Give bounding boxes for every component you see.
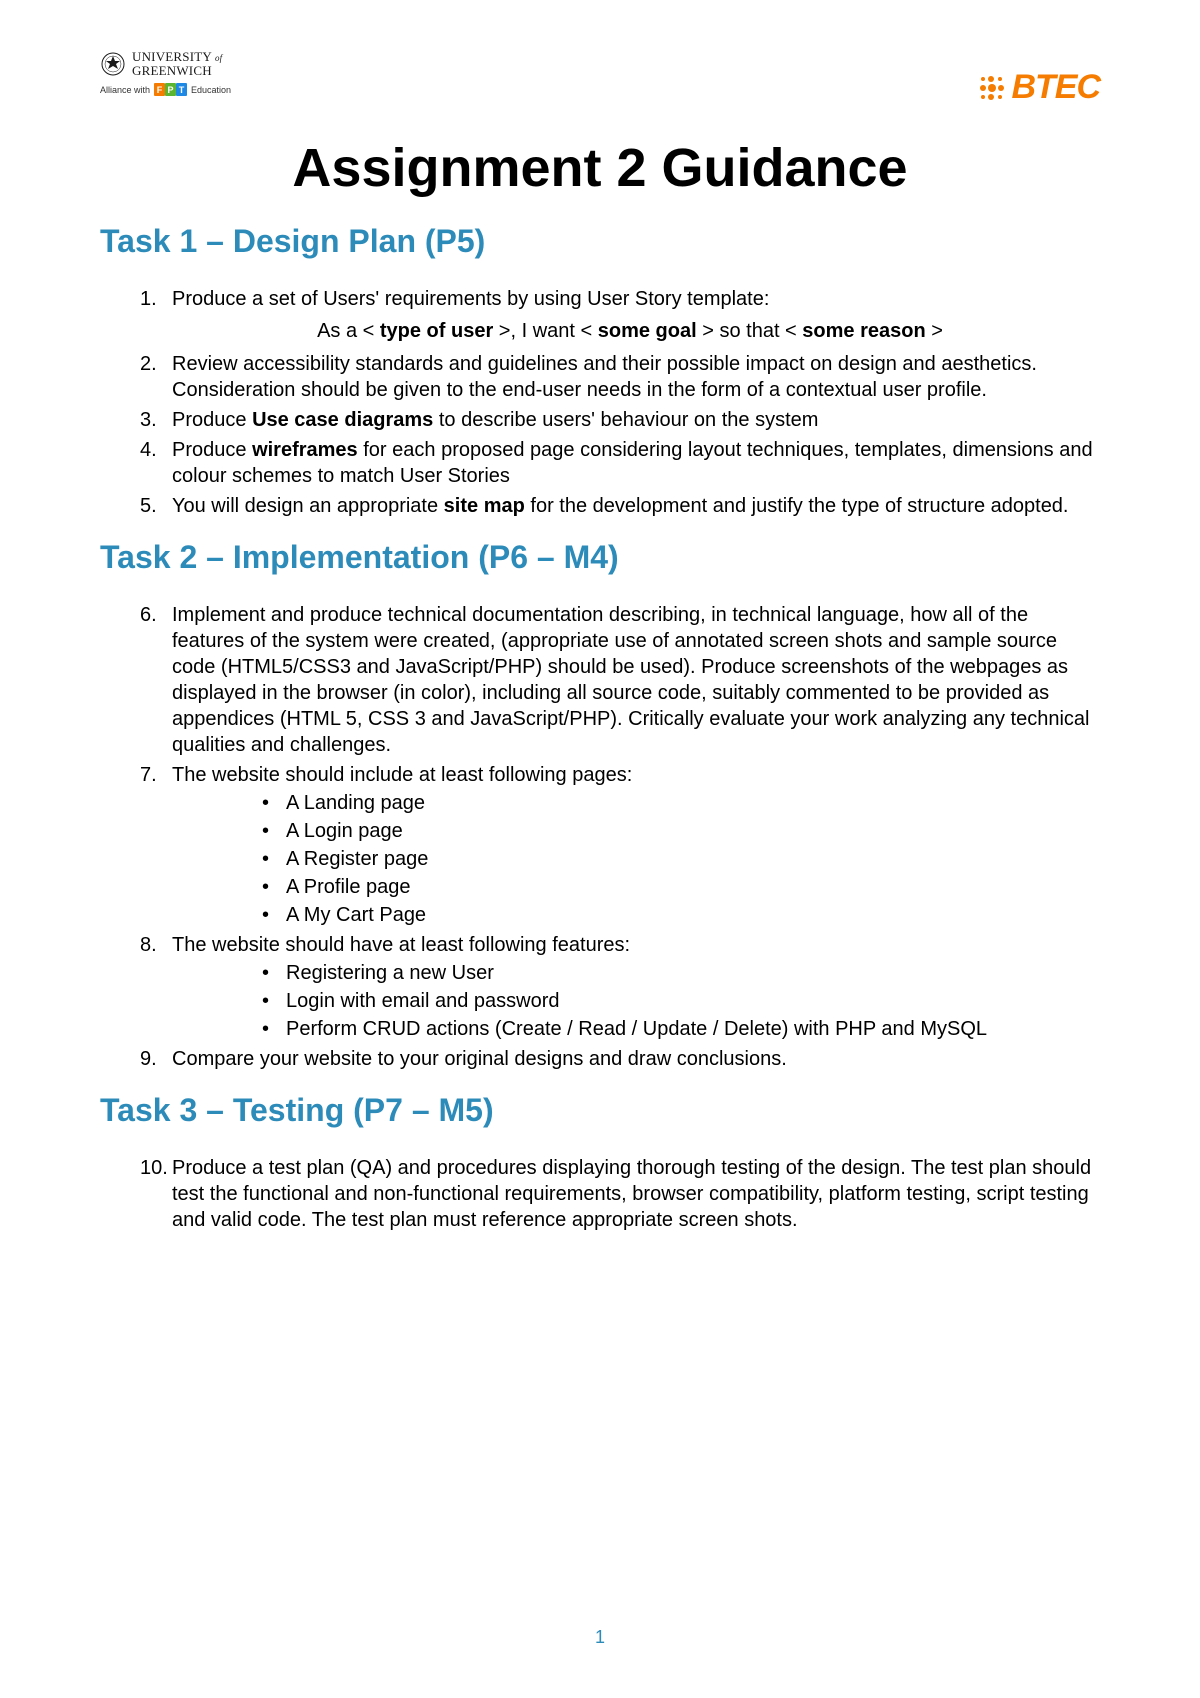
- fpt-logo-icon: F P T: [154, 83, 187, 96]
- pages-sublist: A Landing page A Login page A Register p…: [172, 790, 1100, 928]
- list-item: 6. Implement and produce technical docum…: [140, 602, 1100, 758]
- item-number: 4.: [140, 437, 157, 463]
- list-item: 5. You will design an appropriate site m…: [140, 493, 1100, 519]
- item-number: 10.: [140, 1155, 168, 1181]
- item-text: Implement and produce technical document…: [172, 604, 1089, 756]
- item-text: Compare your website to your original de…: [172, 1048, 787, 1070]
- alliance-suffix: Education: [191, 85, 231, 95]
- template-bold: some goal: [598, 320, 697, 342]
- item-number: 9.: [140, 1046, 157, 1072]
- task2-heading: Task 2 – Implementation (P6 – M4): [100, 539, 1100, 576]
- list-item: 8. The website should have at least foll…: [140, 932, 1100, 1042]
- item-text: The website should have at least followi…: [172, 934, 630, 956]
- sub-item: Registering a new User: [262, 960, 1100, 986]
- sub-item: A Register page: [262, 846, 1100, 872]
- btec-logo: BTEC: [977, 68, 1100, 107]
- template-text: > so that <: [697, 320, 803, 342]
- fpt-t: T: [176, 83, 187, 96]
- template-text: >: [926, 320, 943, 342]
- task1-heading: Task 1 – Design Plan (P5): [100, 223, 1100, 260]
- item-text-bold: site map: [444, 495, 525, 517]
- template-bold: type of user: [380, 320, 493, 342]
- template-text: As a <: [317, 320, 380, 342]
- fpt-f: F: [154, 83, 165, 96]
- list-item: 4. Produce wireframes for each proposed …: [140, 437, 1100, 489]
- greenwich-of: of: [215, 53, 222, 63]
- item-text: The website should include at least foll…: [172, 764, 632, 786]
- item-number: 2.: [140, 351, 157, 377]
- item-number: 3.: [140, 407, 157, 433]
- greenwich-line1: UNIVERSITY: [132, 49, 212, 64]
- item-text-bold: wireframes: [252, 439, 358, 461]
- btec-text: BTEC: [1011, 68, 1100, 107]
- item-number: 7.: [140, 762, 157, 788]
- sub-item: Login with email and password: [262, 988, 1100, 1014]
- fpt-p: P: [165, 83, 176, 96]
- item-text-pre: Produce: [172, 439, 252, 461]
- list-item: 3. Produce Use case diagrams to describe…: [140, 407, 1100, 433]
- greenwich-logo: UNIVERSITY of GREENWICH: [100, 50, 231, 77]
- greenwich-text: UNIVERSITY of GREENWICH: [132, 50, 222, 77]
- list-item: 7. The website should include at least f…: [140, 762, 1100, 928]
- item-text-pre: Produce: [172, 409, 252, 431]
- item-text-post: to describe users' behaviour on the syst…: [433, 409, 818, 431]
- item-text: Review accessibility standards and guide…: [172, 353, 1037, 401]
- alliance-prefix: Alliance with: [100, 85, 150, 95]
- task3-list: 10. Produce a test plan (QA) and procedu…: [100, 1155, 1100, 1233]
- list-item: 2. Review accessibility standards and gu…: [140, 351, 1100, 403]
- sub-item: A Profile page: [262, 874, 1100, 900]
- sub-item: A Login page: [262, 818, 1100, 844]
- task3-heading: Task 3 – Testing (P7 – M5): [100, 1092, 1100, 1129]
- page-header: UNIVERSITY of GREENWICH Alliance with F …: [100, 50, 1100, 107]
- greenwich-logo-block: UNIVERSITY of GREENWICH Alliance with F …: [100, 50, 231, 96]
- item-number: 6.: [140, 602, 157, 628]
- sub-item: A My Cart Page: [262, 902, 1100, 928]
- page-number: 1: [0, 1627, 1200, 1648]
- task2-list: 6. Implement and produce technical docum…: [100, 602, 1100, 1072]
- task1-list: 1. Produce a set of Users' requirements …: [100, 286, 1100, 312]
- item-text-pre: You will design an appropriate: [172, 495, 444, 517]
- list-item: 10. Produce a test plan (QA) and procedu…: [140, 1155, 1100, 1233]
- item-number: 8.: [140, 932, 157, 958]
- crest-icon: [100, 51, 126, 77]
- sub-item: Perform CRUD actions (Create / Read / Up…: [262, 1016, 1100, 1042]
- template-text: >, I want <: [493, 320, 598, 342]
- template-bold: some reason: [802, 320, 925, 342]
- list-item: 1. Produce a set of Users' requirements …: [140, 286, 1100, 312]
- sub-item: A Landing page: [262, 790, 1100, 816]
- item-text: Produce a set of Users' requirements by …: [172, 288, 769, 310]
- task1-list-cont: 2. Review accessibility standards and gu…: [100, 351, 1100, 519]
- page-title: Assignment 2 Guidance: [100, 137, 1100, 199]
- features-sublist: Registering a new User Login with email …: [172, 960, 1100, 1042]
- item-text-bold: Use case diagrams: [252, 409, 433, 431]
- list-item: 9. Compare your website to your original…: [140, 1046, 1100, 1072]
- fpt-alliance: Alliance with F P T Education: [100, 83, 231, 96]
- item-number: 1.: [140, 286, 157, 312]
- item-text: Produce a test plan (QA) and procedures …: [172, 1157, 1091, 1231]
- item-text-post: for the development and justify the type…: [525, 495, 1069, 517]
- greenwich-line2: GREENWICH: [132, 64, 222, 78]
- btec-dots-icon: [977, 73, 1007, 103]
- document-page: UNIVERSITY of GREENWICH Alliance with F …: [0, 0, 1200, 1277]
- user-story-template: As a < type of user >, I want < some goa…: [100, 320, 1100, 343]
- item-number: 5.: [140, 493, 157, 519]
